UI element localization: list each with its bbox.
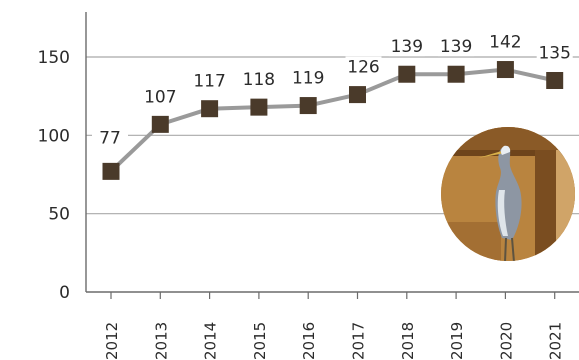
data-label-2019: 139 xyxy=(440,37,472,57)
data-label-2014: 117 xyxy=(193,72,225,92)
data-point-2017 xyxy=(349,86,366,104)
data-label-bg-2014 xyxy=(191,70,228,91)
heron-photo xyxy=(441,127,575,261)
data-label-bg-2019 xyxy=(438,36,475,57)
y-tick-label-150: 150 xyxy=(38,48,70,68)
x-tick-label-2021: 2021 xyxy=(547,322,565,360)
data-point-2012 xyxy=(102,162,120,180)
x-tick-label-2019: 2019 xyxy=(448,322,466,360)
x-axis-labels: 2012 2013 2014 2015 2016 2017 2018 2019 2020 2021 xyxy=(103,322,565,360)
data-point-2013 xyxy=(151,115,169,133)
data-label-bg-2012 xyxy=(92,127,128,148)
data-label-2015: 118 xyxy=(243,70,275,90)
data-label-bg-2020 xyxy=(487,31,524,52)
x-axis-ticks xyxy=(110,292,556,299)
x-tick-label-2015: 2015 xyxy=(251,322,269,360)
data-label-bg-2018 xyxy=(388,36,425,57)
data-label-2020: 142 xyxy=(489,33,521,53)
x-tick-label-2017: 2017 xyxy=(350,322,368,360)
data-labels: 77 107 117 118 119 126 139 139 142 135 xyxy=(92,31,573,148)
data-label-2012: 77 xyxy=(99,128,121,148)
data-label-2018: 139 xyxy=(391,37,423,57)
data-point-2014 xyxy=(201,100,219,118)
data-point-2018 xyxy=(398,65,416,83)
series-line xyxy=(109,67,556,173)
y-tick-label-50: 50 xyxy=(48,205,70,225)
data-label-2013: 107 xyxy=(144,87,176,107)
data-label-bg-2021 xyxy=(536,42,573,63)
x-tick-label-2013: 2013 xyxy=(152,322,170,360)
data-markers xyxy=(102,61,564,180)
x-tick-label-2016: 2016 xyxy=(300,322,318,360)
y-axis-ticks: 0 50 100 150 xyxy=(38,48,70,303)
data-label-bg-2016 xyxy=(290,67,327,88)
x-tick-label-2018: 2018 xyxy=(399,322,417,360)
data-label-2016: 119 xyxy=(292,69,324,89)
data-point-2020 xyxy=(496,61,514,79)
data-label-2017: 126 xyxy=(347,58,379,78)
data-label-bg-2013 xyxy=(142,86,179,107)
data-point-2021 xyxy=(546,72,564,89)
data-label-bg-2015 xyxy=(240,69,277,90)
data-point-2016 xyxy=(299,97,317,115)
y-tick-label-0: 0 xyxy=(59,283,70,303)
y-tick-label-100: 100 xyxy=(38,126,70,146)
data-label-bg-2017 xyxy=(345,56,382,77)
data-point-2019 xyxy=(447,65,465,83)
data-point-2015 xyxy=(250,98,268,116)
x-tick-label-2012: 2012 xyxy=(103,322,121,360)
data-label-2021: 135 xyxy=(538,44,570,64)
x-tick-label-2020: 2020 xyxy=(497,322,515,360)
x-tick-label-2014: 2014 xyxy=(202,322,220,360)
